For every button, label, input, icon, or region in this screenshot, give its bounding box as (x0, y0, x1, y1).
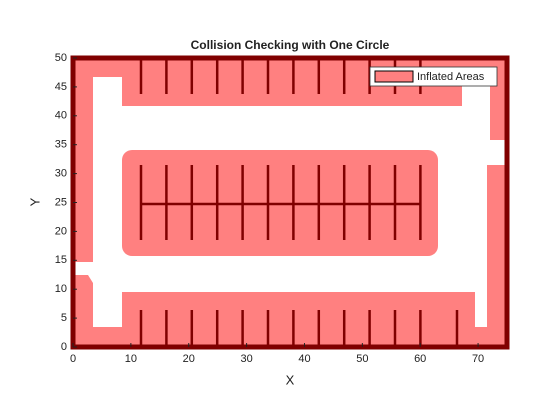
y-tick-label: 40 (55, 110, 67, 122)
legend: Inflated Areas (369, 66, 498, 87)
y-tick-label: 25 (55, 196, 67, 208)
y-tick-label: 35 (55, 139, 67, 151)
x-tick-label: 70 (472, 353, 484, 365)
x-tick-label: 0 (70, 353, 76, 365)
y-axis-label: Y (27, 197, 42, 206)
x-tick-label: 20 (183, 353, 195, 365)
x-tick-label: 30 (240, 353, 252, 365)
y-tick-label: 45 (55, 81, 67, 93)
y-tick-label: 20 (55, 225, 67, 237)
x-tick-label: 50 (356, 353, 368, 365)
y-tick-label: 50 (55, 52, 67, 64)
x-tick-label: 40 (298, 353, 310, 365)
y-tick-label: 15 (55, 254, 67, 266)
inflated-area (73, 165, 507, 347)
x-tick-label: 10 (125, 353, 137, 365)
y-tick-label: 30 (55, 168, 67, 180)
inflated-area (490, 140, 507, 165)
legend-swatch (374, 70, 414, 83)
y-tick-label: 10 (55, 283, 67, 295)
inflated-area (73, 58, 507, 262)
legend-label: Inflated Areas (417, 71, 485, 83)
x-tick-label: 60 (414, 353, 426, 365)
x-axis-label: X (286, 372, 295, 387)
y-tick-label: 0 (61, 341, 67, 353)
y-tick-label: 5 (61, 312, 67, 324)
obstacles (139, 58, 459, 347)
chart-title: Collision Checking with One Circle (191, 38, 390, 52)
